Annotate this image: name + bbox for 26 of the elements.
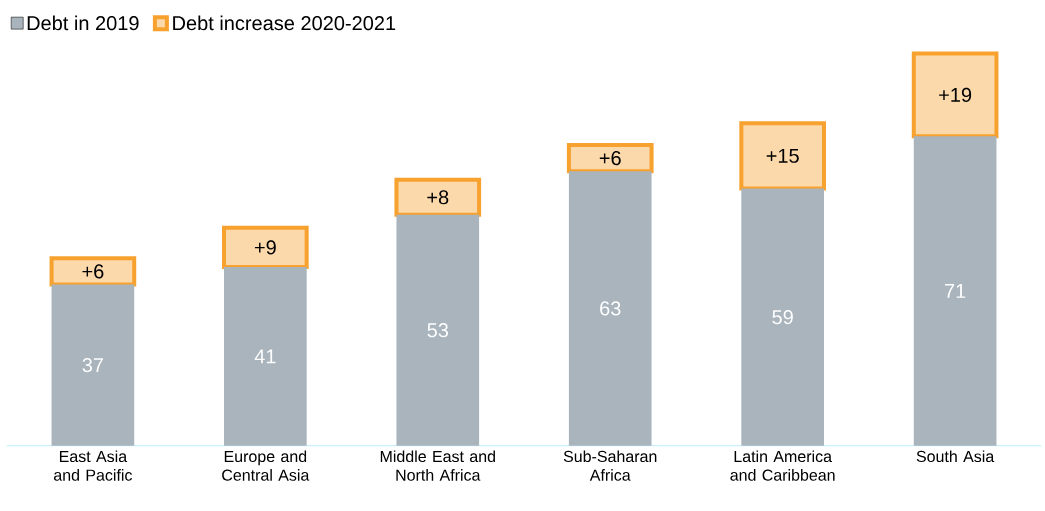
- data-label: 53: [427, 323, 449, 338]
- data-label: +6: [599, 151, 621, 166]
- data-label: 59: [772, 310, 793, 325]
- x-tick-label: Sub-Saharan Africa: [563, 450, 657, 481]
- bar: [913, 136, 997, 446]
- x-tick-label: South Asia: [916, 450, 995, 463]
- data-label: 41: [254, 349, 276, 364]
- data-label: +9: [254, 240, 276, 255]
- x-tick-label: Europe and Central Asia: [222, 450, 310, 481]
- bar: [51, 284, 135, 446]
- x-tick-label: Latin America and Caribbean: [730, 450, 835, 481]
- data-label: +6: [82, 264, 104, 279]
- data-label: 37: [82, 357, 104, 373]
- x-tick-label: East Asia and Pacific: [53, 450, 133, 481]
- bar: [396, 214, 480, 446]
- data-label: +19: [939, 87, 972, 102]
- bar: [224, 267, 307, 446]
- data-label: 71: [945, 284, 966, 298]
- bar: [568, 171, 652, 446]
- data-label: +15: [766, 148, 799, 163]
- data-label: 63: [600, 301, 621, 316]
- bar: [741, 188, 824, 446]
- legend-label: Debt in 2019: [27, 15, 139, 31]
- x-tick-label: Middle East and North Africa: [380, 450, 495, 481]
- legend-label: Debt increase 2020-2021: [173, 15, 396, 31]
- data-label: +8: [427, 190, 449, 205]
